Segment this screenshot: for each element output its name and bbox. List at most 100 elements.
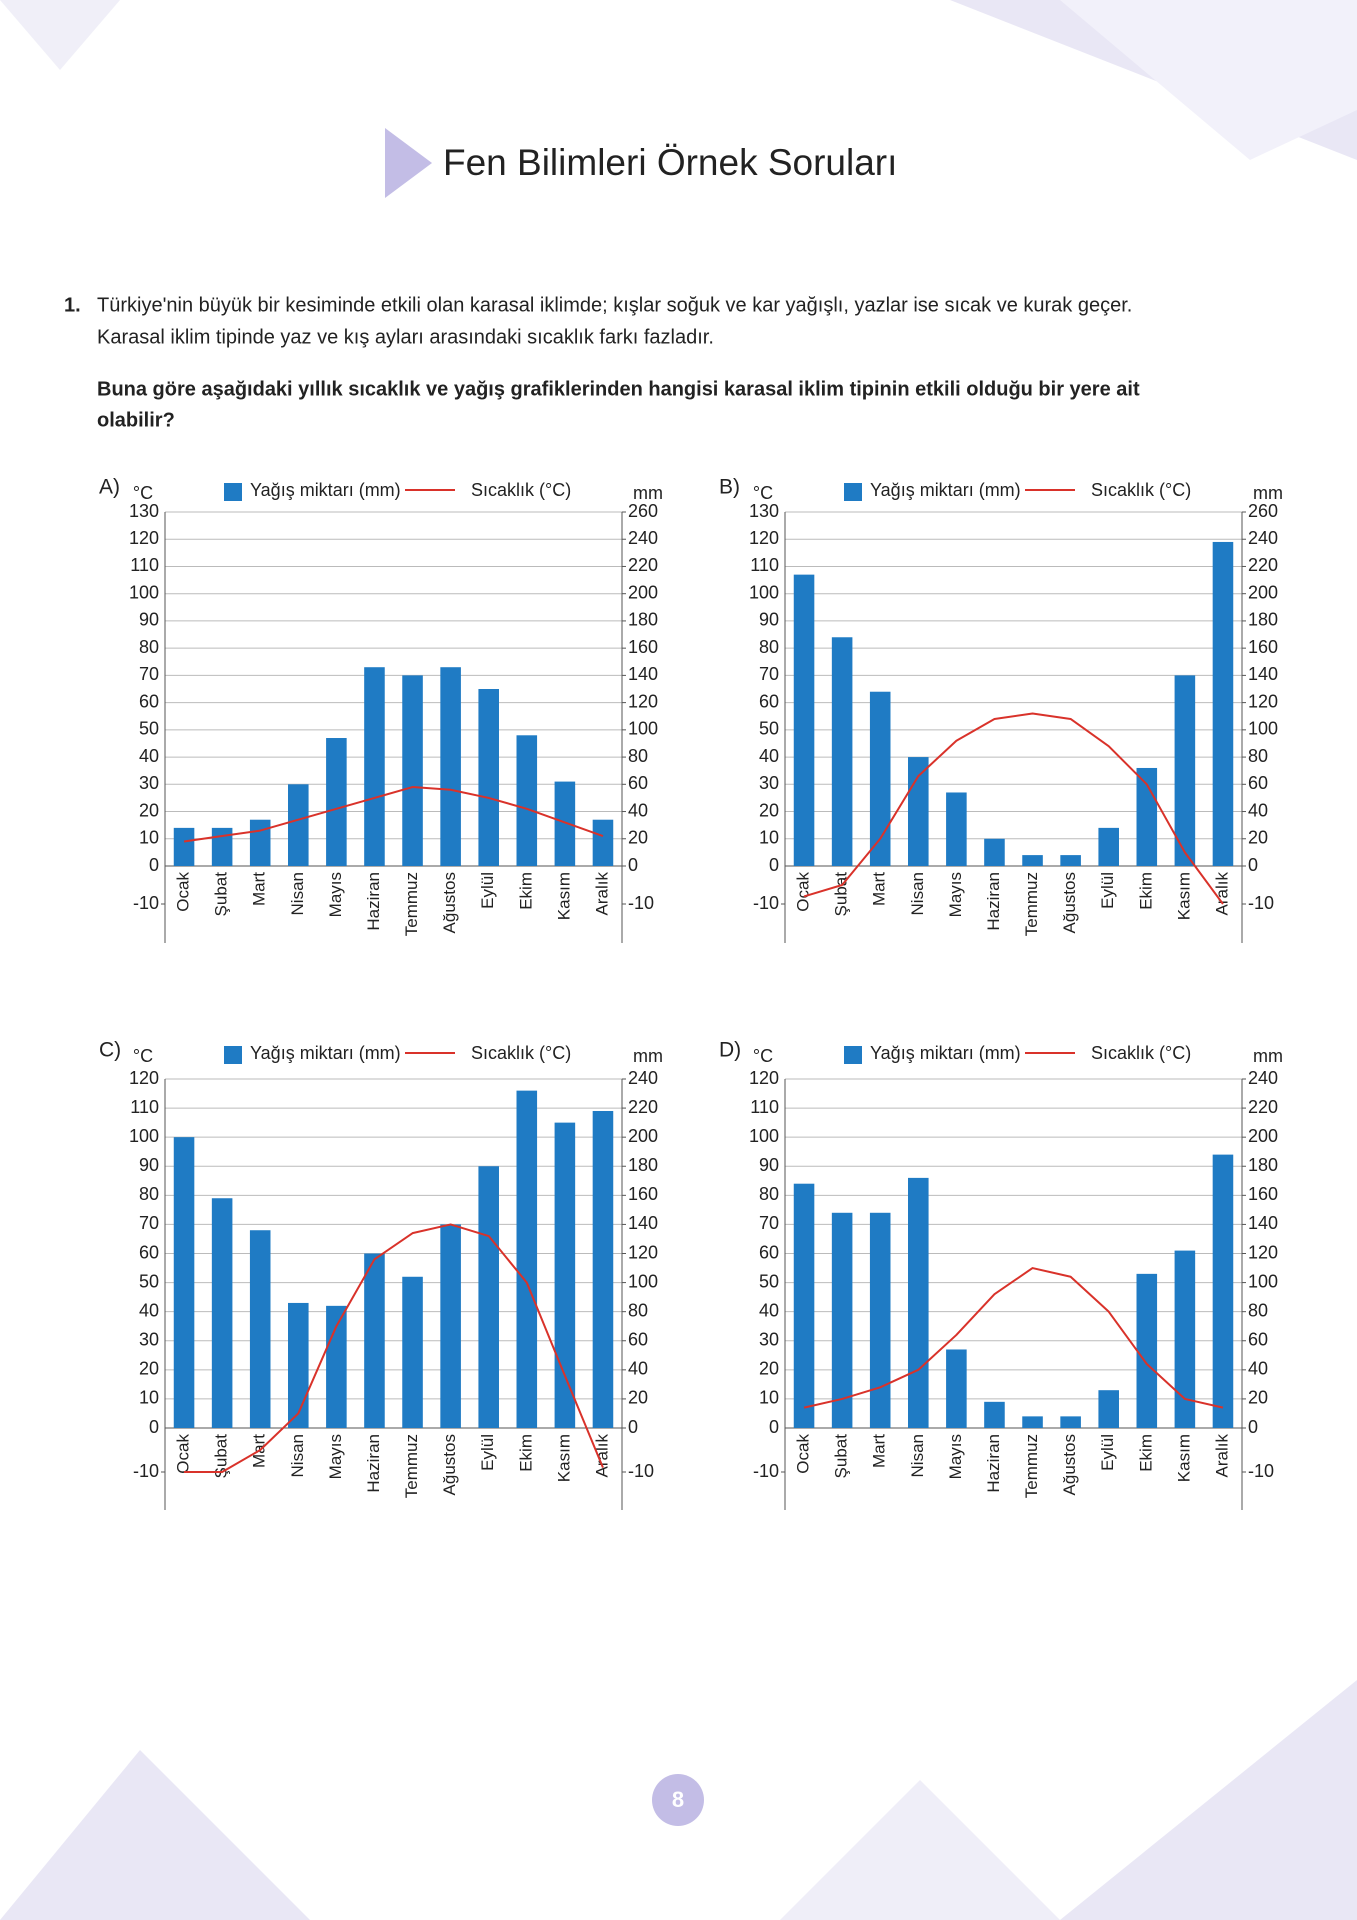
- y2-tick-label: 80: [628, 1300, 648, 1320]
- bar: [478, 1166, 499, 1428]
- y-tick-label: 10: [139, 1388, 159, 1408]
- bar: [1060, 1416, 1081, 1428]
- x-tick-label: Temmuz: [1022, 872, 1041, 936]
- decor: [0, 1750, 310, 1920]
- y2-tick-label: 80: [628, 746, 648, 766]
- y-tick-label: 50: [139, 1271, 159, 1291]
- y-tick-label: 60: [759, 1242, 779, 1262]
- y-tick-label: 10: [759, 1388, 779, 1408]
- bar: [1098, 827, 1119, 866]
- x-tick-label: Ekim: [1136, 1434, 1155, 1472]
- bar: [908, 757, 929, 866]
- line: [803, 1267, 1224, 1409]
- bar: [984, 838, 1005, 866]
- legend-swatch: [224, 483, 242, 501]
- y2-tick-label: 260: [628, 501, 658, 521]
- y2-tick-label: 180: [628, 1155, 658, 1175]
- bar: [402, 1276, 423, 1428]
- decor: [0, 0, 120, 70]
- y-tick-label: 100: [129, 1126, 159, 1146]
- bar: [1174, 675, 1196, 866]
- y2-tick-label: 260: [1248, 501, 1278, 521]
- chart-label: C): [99, 1039, 121, 1062]
- question-prompt: Buna göre aşağıdaki yıllık sıcaklık ve y…: [97, 378, 1140, 400]
- x-tick-label: Mart: [870, 872, 889, 906]
- legend-swatch: [844, 1046, 862, 1064]
- y-tick-label: 130: [749, 501, 779, 521]
- page-badge: [652, 1774, 704, 1826]
- y-tick-label: 20: [139, 1359, 159, 1379]
- bar: [364, 1253, 385, 1428]
- y-tick-label: 30: [139, 1330, 159, 1350]
- x-tick-label: Eylül: [478, 1434, 497, 1471]
- y-tick-label: 100: [749, 582, 779, 602]
- bar: [516, 1090, 538, 1428]
- bar: [288, 1302, 309, 1428]
- x-tick-label: Haziran: [984, 1434, 1003, 1493]
- y-tick-label: 50: [759, 719, 779, 739]
- y2-tick-label: 180: [628, 610, 658, 630]
- bar: [831, 1212, 853, 1428]
- y-axis-unit: °C: [133, 1046, 153, 1066]
- y-tick-label: 60: [139, 691, 159, 711]
- y2-tick-label: 220: [1248, 1097, 1278, 1117]
- y2-tick-label: 140: [1248, 664, 1278, 684]
- y2-tick-label: 80: [1248, 1300, 1268, 1320]
- bar: [831, 637, 853, 866]
- legend-label: Sıcaklık (°C): [471, 1043, 571, 1063]
- y2-tick-label: 180: [1248, 1155, 1278, 1175]
- y-tick-label: 100: [749, 1126, 779, 1146]
- y2-tick-label: 40: [628, 1359, 648, 1379]
- y2-tick-label: 100: [1248, 1271, 1278, 1291]
- y2-tick-label: 60: [1248, 773, 1268, 793]
- legend-label: Yağış miktarı (mm): [870, 1043, 1021, 1063]
- x-tick-label: Aralık: [1212, 1434, 1231, 1478]
- chart-label: A): [99, 476, 120, 499]
- bar: [1060, 855, 1081, 866]
- y-tick-label: 70: [139, 664, 159, 684]
- y-tick-label: 90: [139, 1155, 159, 1175]
- x-tick-label: Nisan: [908, 872, 927, 915]
- y2-tick-label: -10: [1248, 1461, 1274, 1481]
- x-tick-label: Nisan: [908, 1434, 927, 1477]
- y2-tick-label: 220: [628, 1097, 658, 1117]
- decor: [780, 1780, 1060, 1920]
- y2-tick-label: 40: [1248, 800, 1268, 820]
- x-tick-label: Şubat: [212, 1434, 231, 1479]
- x-tick-label: Mart: [870, 1434, 889, 1468]
- y2-tick-label: 120: [628, 691, 658, 711]
- x-tick-label: Şubat: [832, 872, 851, 917]
- y-tick-label: 30: [759, 1330, 779, 1350]
- y-tick-label: 120: [129, 1068, 159, 1088]
- x-tick-label: Eylül: [1098, 872, 1117, 909]
- decor: [1060, 0, 1357, 160]
- y2-tick-label: 40: [1248, 1359, 1268, 1379]
- question-text: Karasal iklim tipinde yaz ve kış ayları …: [97, 326, 714, 348]
- legend-label: Sıcaklık (°C): [471, 480, 571, 500]
- x-tick-label: Kasım: [554, 1434, 573, 1482]
- y-tick-label: 40: [759, 1300, 779, 1320]
- y-tick-label: 90: [139, 610, 159, 630]
- x-tick-label: Haziran: [364, 1434, 383, 1493]
- y2-tick-label: 240: [628, 1068, 658, 1088]
- x-tick-label: Ekim: [516, 872, 535, 910]
- y2-tick-label: 200: [1248, 1126, 1278, 1146]
- y-tick-label: -10: [133, 1461, 159, 1481]
- bar: [288, 784, 309, 866]
- x-tick-label: Nisan: [288, 1434, 307, 1477]
- page-title: Fen Bilimleri Örnek Soruları: [443, 142, 897, 183]
- y2-tick-label: 20: [1248, 1388, 1268, 1408]
- bar: [402, 675, 423, 866]
- y2-tick-label: 120: [1248, 691, 1278, 711]
- y2-tick-label: 220: [628, 555, 658, 575]
- y-tick-label: 60: [759, 691, 779, 711]
- x-tick-label: Ocak: [174, 1434, 193, 1474]
- question-prompt: olabilir?: [97, 409, 175, 431]
- x-tick-label: Eylül: [1098, 1434, 1117, 1471]
- bar: [1022, 855, 1043, 866]
- x-tick-label: Ağustos: [440, 1434, 459, 1495]
- y-tick-label: 130: [129, 501, 159, 521]
- y2-axis-unit: mm: [633, 483, 663, 503]
- bar: [793, 1183, 815, 1428]
- chart-label: B): [719, 476, 740, 499]
